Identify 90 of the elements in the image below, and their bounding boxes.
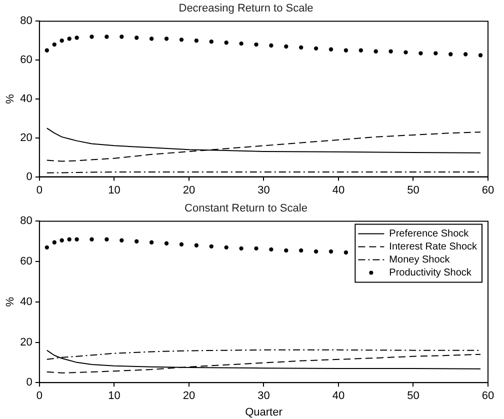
y-tick-label: 80 <box>20 215 32 228</box>
point <box>52 42 56 47</box>
x-axis-title: Quarter <box>245 406 283 418</box>
y-tick-label: 60 <box>20 256 32 268</box>
point <box>179 38 184 42</box>
x-tick-label: 40 <box>332 390 345 402</box>
x-tick-label: 30 <box>258 184 270 196</box>
point <box>434 51 438 56</box>
y-tick-label: 80 <box>20 15 32 28</box>
point <box>104 34 109 39</box>
line-series <box>46 132 482 162</box>
point <box>404 50 408 54</box>
point <box>269 43 274 48</box>
point <box>149 240 154 244</box>
point <box>120 238 124 242</box>
point <box>254 246 258 251</box>
point <box>120 34 124 39</box>
point <box>374 49 378 54</box>
chart-title: Constant Return to Scale <box>184 202 308 215</box>
y-axis-title: % <box>4 296 17 307</box>
x-tick-label: 20 <box>182 184 196 196</box>
point <box>134 239 139 244</box>
point <box>284 248 288 253</box>
point <box>299 45 304 50</box>
point <box>239 41 244 46</box>
point <box>134 36 139 40</box>
point <box>44 48 50 52</box>
point <box>328 249 334 254</box>
point <box>164 241 169 246</box>
point <box>448 52 453 56</box>
point <box>224 40 228 45</box>
point <box>478 53 483 58</box>
point <box>149 36 154 41</box>
y-tick-label: 0 <box>26 170 32 183</box>
point <box>299 248 304 253</box>
point <box>67 36 72 41</box>
point <box>67 237 72 242</box>
x-tick-label: 0 <box>36 390 42 402</box>
y-tick-label: 60 <box>20 54 32 66</box>
point <box>344 250 348 255</box>
x-tick-label: 60 <box>482 184 494 196</box>
point <box>239 246 244 251</box>
y-axis-title: % <box>4 94 17 104</box>
point <box>224 245 228 250</box>
y-tick-label: 40 <box>20 93 32 106</box>
y-tick-label: 20 <box>20 336 32 348</box>
point <box>164 36 169 41</box>
x-tick-label: 50 <box>407 390 420 402</box>
point <box>90 237 94 242</box>
legend-label: Interest Rate Shock <box>389 241 478 252</box>
point <box>194 243 199 248</box>
x-tick-label: 30 <box>258 390 270 402</box>
point <box>194 38 199 43</box>
x-tick-label: 0 <box>36 184 42 196</box>
point <box>44 245 50 250</box>
x-tick-label: 10 <box>108 390 120 402</box>
x-tick-label: 40 <box>332 184 345 196</box>
point <box>74 237 79 242</box>
legend-label: Productivity Shock <box>389 267 472 278</box>
point <box>388 49 393 54</box>
point <box>209 40 214 44</box>
y-tick-label: 40 <box>20 296 32 308</box>
point <box>60 238 64 242</box>
x-tick-label: 10 <box>108 184 120 196</box>
point <box>60 38 64 43</box>
point <box>358 48 364 52</box>
point <box>90 34 94 39</box>
point <box>344 48 348 52</box>
point <box>314 249 318 254</box>
x-tick-label: 50 <box>407 184 420 196</box>
point <box>179 242 184 246</box>
point <box>209 244 214 249</box>
point <box>269 247 274 252</box>
x-tick-label: 20 <box>182 390 196 402</box>
y-tick-label: 0 <box>26 376 32 389</box>
legend-label: Preference Shock <box>389 228 470 240</box>
point <box>254 42 258 47</box>
point <box>328 47 334 52</box>
point <box>104 237 109 242</box>
point <box>74 36 79 40</box>
x-tick-label: 60 <box>482 390 494 402</box>
point <box>52 240 56 244</box>
line-series <box>46 354 482 374</box>
point <box>418 51 423 56</box>
legend-label: Money Shock <box>389 254 451 266</box>
point <box>463 52 468 56</box>
point <box>284 44 288 49</box>
chart-title: Decreasing Return to Scale <box>178 2 314 15</box>
point <box>314 46 318 51</box>
y-tick-label: 20 <box>20 132 32 144</box>
